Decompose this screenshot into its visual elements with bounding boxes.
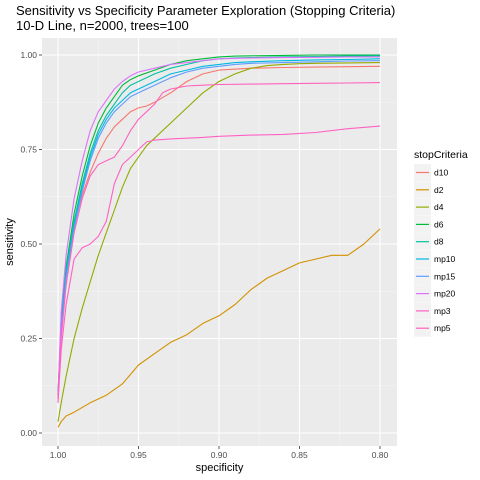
x-axis-title: specificity [196,462,244,474]
series-line-mp3 [57,125,381,403]
y-tick-label: 0.00 [20,428,37,438]
x-tick-label: 0.90 [211,450,228,460]
series-lines [57,54,381,428]
legend-label-d2: d2 [434,185,444,195]
legend-label-mp3: mp3 [434,306,451,316]
legend-label-mp20: mp20 [434,289,456,299]
series-line-mp5 [57,82,381,400]
legend-label-d8: d8 [434,237,444,247]
x-tick-label: 1.00 [50,450,67,460]
legend-label-d10: d10 [434,168,448,178]
legend-label-d4: d4 [434,202,444,212]
legend-label-d6: d6 [434,219,444,229]
chart-title: Sensitivity vs Specificity Parameter Exp… [16,3,395,18]
series-line-mp10 [57,58,381,396]
x-tick-label: 0.80 [372,450,389,460]
grid [42,38,397,446]
series-line-mp15 [57,60,381,396]
axis-ticks: 1.00 0.95 0.90 0.85 0.80 0.00 0.25 0.50 0.75 1.00 [20,50,388,460]
x-tick-label: 0.85 [291,450,308,460]
series-line-mp20 [57,56,380,396]
y-tick-label: 0.50 [20,239,37,249]
legend-label-mp10: mp10 [434,254,456,264]
x-tick-label: 0.95 [130,450,147,460]
legend-label-mp5: mp5 [434,323,451,333]
legend-title: stopCriteria [414,149,468,161]
y-axis-title: sensitivity [4,218,16,266]
legend-label-mp15: mp15 [434,271,456,281]
series-line-d2 [57,228,381,428]
y-tick-label: 0.75 [20,145,37,155]
chart-subtitle: 10-D Line, n=2000, trees=100 [16,18,189,33]
series-line-d4 [57,62,381,422]
y-tick-label: 1.00 [20,50,37,60]
y-tick-label: 0.25 [20,334,37,344]
series-line-d6 [57,54,380,396]
legend: stopCriteria d10 d2 d4 d6 d8 mp10 mp15 mp20 mp3 m… [414,149,468,337]
